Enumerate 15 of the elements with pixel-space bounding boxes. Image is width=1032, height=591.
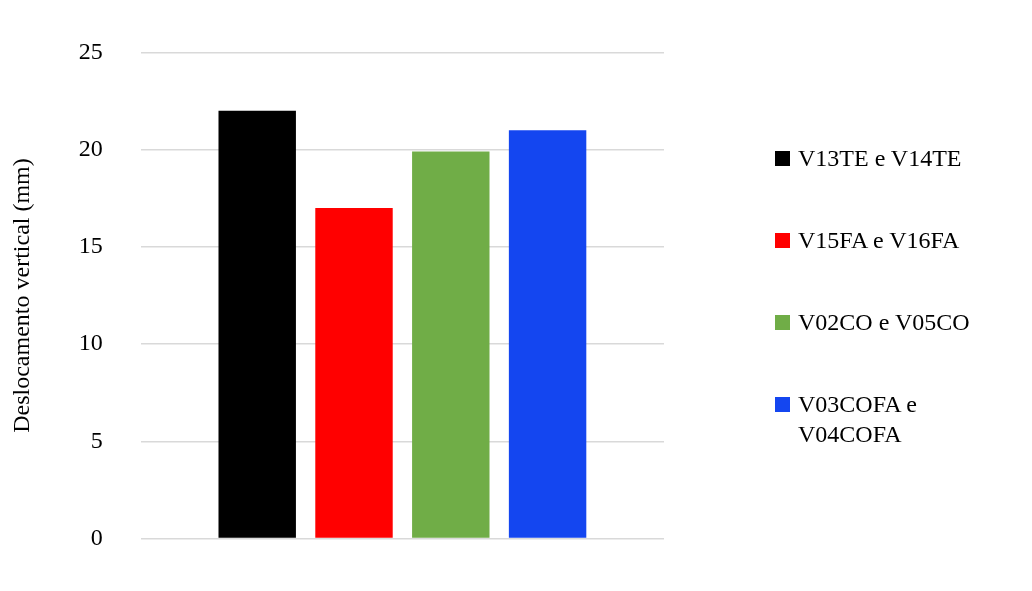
bar [315, 207, 393, 538]
bar [218, 110, 296, 538]
y-tick-label: 10 [78, 329, 103, 356]
y-tick-label: 25 [78, 37, 103, 64]
y-tick-label: 5 [90, 426, 103, 453]
y-tick-label: 0 [90, 523, 103, 550]
y-tick-label: 20 [78, 134, 103, 161]
legend-label: V15FA e V16FA [798, 225, 961, 255]
legend-label: V02CO e V05CO [798, 307, 971, 337]
y-axis-title: Deslocamento vertical (mm) [7, 158, 34, 433]
bar [508, 130, 587, 538]
y-tick-label: 15 [78, 232, 103, 259]
legend-label: V03COFA e V04COFA [798, 389, 918, 449]
bar [412, 151, 490, 538]
legend-label: V13TE e V14TE [798, 143, 963, 173]
